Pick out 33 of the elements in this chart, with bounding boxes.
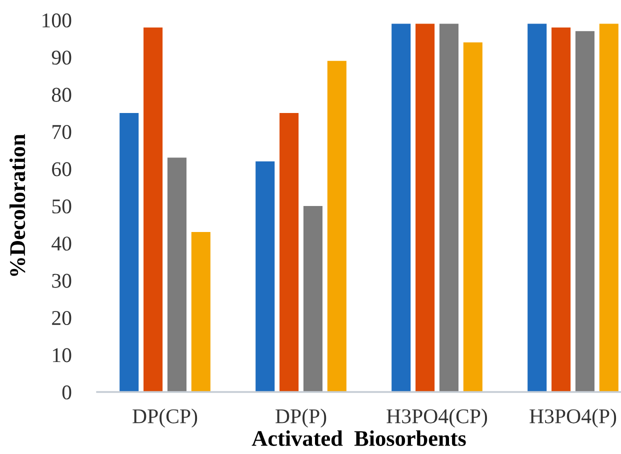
- bar: [191, 232, 210, 392]
- y-tick-label: 0: [62, 385, 72, 400]
- bar: [552, 27, 571, 392]
- bar: [280, 113, 299, 392]
- bar: [528, 24, 547, 392]
- y-tick-label: 30: [52, 274, 72, 288]
- bar: [392, 24, 411, 392]
- bar: [303, 206, 322, 392]
- bar: [439, 24, 458, 392]
- y-tick-label: 40: [52, 236, 72, 251]
- y-tick-label: 20: [52, 310, 72, 326]
- bar: [575, 31, 594, 392]
- y-tick-label: 90: [52, 50, 72, 65]
- x-tick-label: H3PO4(P): [530, 408, 616, 428]
- y-tick-label: 100: [42, 13, 72, 28]
- y-tick-label: 60: [52, 162, 72, 176]
- bar: [120, 113, 139, 392]
- y-tick-label: 50: [52, 199, 72, 214]
- x-tick-label: H3PO4(CP): [386, 408, 488, 428]
- bar: [599, 24, 618, 392]
- bar: [463, 42, 482, 392]
- bar: [256, 161, 275, 392]
- x-tick-label: DP(CP): [132, 408, 198, 428]
- x-tick-label: DP(P): [276, 408, 326, 428]
- bar: [144, 27, 163, 392]
- y-tick-label: 10: [53, 348, 72, 362]
- bar: [167, 158, 186, 392]
- bar: [327, 60, 346, 392]
- y-tick-label: 80: [52, 88, 72, 102]
- y-axis-title: %Decoloration: [9, 134, 26, 276]
- bar: [416, 24, 435, 392]
- y-tick-label: 70: [52, 124, 72, 140]
- x-axis-title: Activated Biosorbents: [252, 430, 466, 446]
